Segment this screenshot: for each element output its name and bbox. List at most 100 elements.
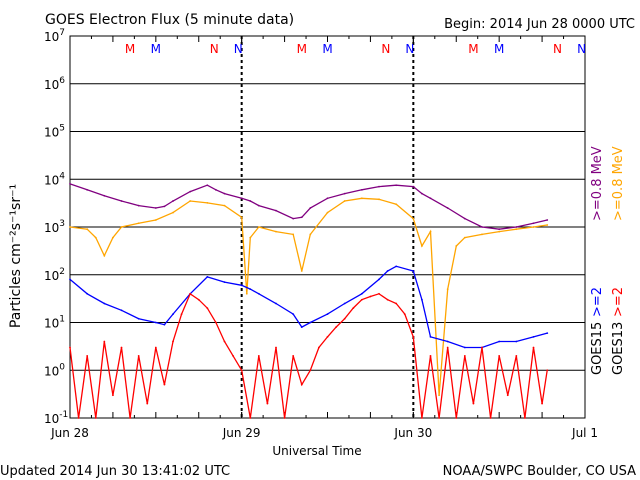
data-point: [326, 197, 329, 200]
x-tick-label: Jun 28: [50, 426, 89, 440]
data-point: [146, 402, 149, 405]
data-point: [309, 321, 312, 324]
data-point: [481, 226, 483, 228]
data-point: [69, 346, 71, 349]
data-point: [546, 219, 549, 221]
data-point: [429, 230, 432, 233]
data-point: [245, 292, 248, 295]
y-tick-label: 10-1: [44, 410, 68, 426]
data-point: [120, 346, 123, 349]
data-point: [506, 394, 509, 397]
data-point: [343, 200, 346, 202]
data-point: [69, 182, 71, 185]
legend-entry: >=2: [590, 287, 605, 317]
satellite-marker: M: [125, 42, 135, 56]
data-point: [403, 313, 406, 315]
data-point: [481, 233, 483, 236]
data-point: [215, 188, 217, 191]
y-tick-label: 103: [44, 219, 65, 235]
data-point: [369, 295, 372, 298]
data-point: [463, 354, 466, 357]
data-point: [412, 185, 415, 188]
data-point: [249, 288, 252, 291]
y-axis-label: Particles cm⁻²s⁻¹sr⁻¹: [8, 184, 24, 328]
satellite-marker: N: [210, 42, 219, 56]
data-point: [438, 417, 440, 419]
data-point: [412, 217, 415, 220]
data-point: [257, 226, 260, 228]
data-point: [489, 417, 492, 419]
data-point: [112, 236, 114, 239]
legend: >=0.8 MeV >=0.8 MeV >=2 >=2 GOES15 GOES13: [590, 146, 626, 375]
data-point: [446, 288, 449, 291]
data-point: [395, 184, 398, 187]
data-point: [103, 302, 106, 305]
data-point: [172, 200, 174, 202]
data-point: [395, 203, 398, 206]
data-point: [163, 205, 166, 208]
data-point: [94, 236, 97, 239]
data-point: [429, 354, 432, 357]
y-tick-label: 102: [44, 267, 65, 283]
data-point: [541, 402, 543, 405]
y-tick-label: 104: [44, 171, 65, 187]
data-point: [318, 346, 320, 349]
data-point: [309, 369, 312, 372]
legend-entry: GOES15: [590, 322, 605, 375]
satellite-marker: N: [577, 42, 586, 56]
satellite-marker: M: [322, 42, 332, 56]
data-point: [498, 354, 501, 357]
x-axis-tick-labels: Jun 28 Jun 29 Jun 30 Jul 1: [50, 426, 598, 440]
data-point: [326, 335, 329, 338]
data-point: [343, 302, 346, 305]
data-point: [163, 323, 166, 326]
data-point: [429, 335, 432, 338]
series-line: [69, 265, 548, 349]
data-point: [532, 335, 535, 338]
data-point: [378, 292, 380, 295]
y-tick-label: 106: [44, 76, 65, 92]
data-point: [309, 207, 312, 209]
data-point: [360, 292, 363, 295]
data-point: [532, 226, 535, 228]
data-point: [421, 192, 423, 195]
data-point: [532, 346, 535, 349]
begin-date-label: Begin: 2014 Jun 28 0000 UTC: [444, 17, 635, 32]
data-point: [472, 402, 475, 405]
data-point: [395, 265, 398, 268]
data-point: [77, 417, 80, 419]
data-point: [360, 188, 363, 191]
data-point: [69, 278, 71, 281]
data-point: [163, 383, 166, 386]
data-point: [172, 340, 174, 343]
data-point: [292, 313, 295, 315]
data-point: [103, 254, 106, 257]
y-tick-label: 100: [44, 362, 65, 378]
data-point: [120, 200, 123, 202]
data-point: [86, 228, 89, 231]
legend-entry: >=0.8 MeV: [611, 146, 626, 221]
data-point: [257, 292, 260, 295]
data-point: [360, 197, 363, 200]
data-point: [223, 204, 226, 207]
data-point: [463, 346, 466, 349]
data-point: [249, 417, 252, 419]
data-point: [421, 417, 423, 419]
credit-label: NOAA/SWPC Boulder, CO USA: [443, 464, 636, 479]
data-point: [94, 417, 97, 419]
data-point: [129, 417, 131, 419]
series-line: [69, 183, 548, 230]
data-point: [463, 217, 466, 220]
x-tick-label: Jun 29: [222, 426, 261, 440]
data-point: [546, 224, 549, 226]
data-point: [515, 228, 518, 231]
data-point: [421, 298, 423, 301]
data-point: [300, 326, 303, 329]
legend-entry: >=2: [611, 287, 626, 317]
data-point: [154, 346, 157, 349]
data-point: [360, 298, 363, 301]
x-tick-label: Jul 1: [571, 426, 598, 440]
data-point: [300, 383, 303, 386]
data-point: [343, 192, 346, 195]
